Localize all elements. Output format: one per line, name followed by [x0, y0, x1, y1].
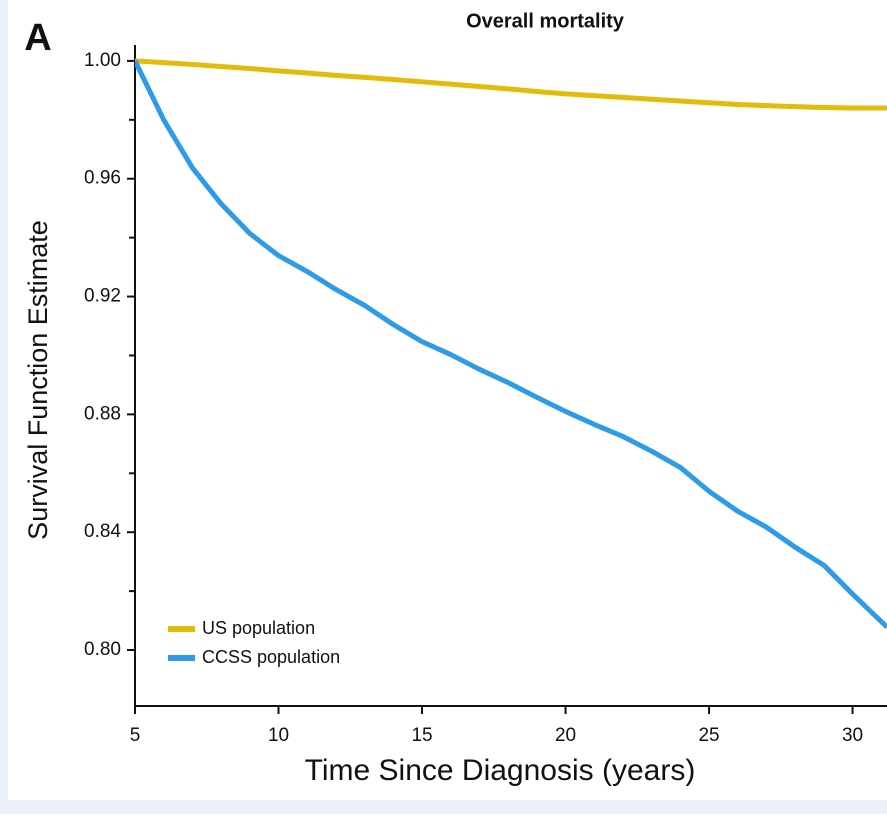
panel: [8, 0, 887, 800]
x-axis-label: Time Since Diagnosis (years): [305, 754, 696, 787]
y-tick-label: 1.00: [84, 50, 121, 71]
y-axis-label: Survival Function Estimate: [23, 220, 53, 540]
chart-title: Overall mortality: [466, 10, 625, 32]
y-tick-label: 0.96: [84, 168, 121, 189]
x-tick-label: 15: [411, 725, 432, 746]
x-tick-label: 5: [130, 725, 141, 746]
x-tick-label: 30: [842, 725, 863, 746]
y-tick-label: 0.80: [84, 639, 121, 660]
plot-area: [135, 58, 887, 629]
series-line: [135, 59, 887, 629]
x-tick-label: 20: [555, 725, 576, 746]
x-tick-label: 25: [698, 725, 719, 746]
x-tick-label: 10: [268, 725, 289, 746]
series-line: [135, 58, 887, 111]
legend-label: US population: [202, 618, 315, 638]
panel-label: A: [24, 17, 51, 59]
y-tick-label: 0.84: [84, 521, 121, 542]
legend-label: CCSS population: [202, 647, 340, 667]
y-tick-label: 0.92: [84, 286, 121, 307]
y-tick-label: 0.88: [84, 403, 121, 424]
